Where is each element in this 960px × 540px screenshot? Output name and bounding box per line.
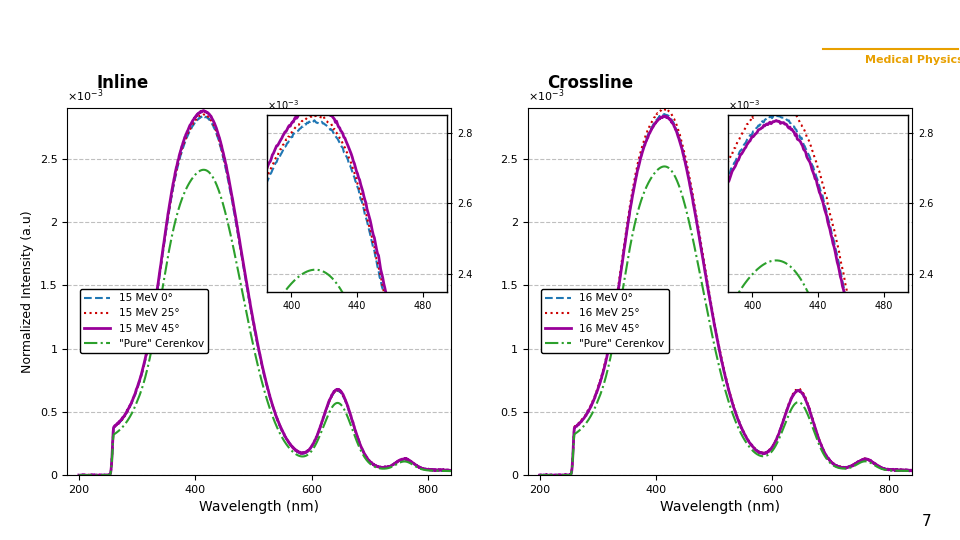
16 MeV 45° xyxy=(699,265,710,271)
"Pure" Cerenkov xyxy=(237,293,249,300)
16 MeV 0° xyxy=(659,111,670,118)
15 MeV 0° xyxy=(111,421,123,428)
"Pure" Cerenkov xyxy=(364,460,375,467)
15 MeV 25° xyxy=(371,463,382,469)
16 MeV 45° xyxy=(906,467,918,474)
15 MeV 45° xyxy=(445,468,457,474)
15 MeV 45° xyxy=(238,262,250,268)
"Pure" Cerenkov xyxy=(906,468,918,474)
15 MeV 45° xyxy=(225,183,236,190)
Line: 15 MeV 0°: 15 MeV 0° xyxy=(79,116,451,475)
15 MeV 25° xyxy=(329,388,341,395)
15 MeV 0° xyxy=(73,471,84,478)
Text: Crossline: Crossline xyxy=(547,74,634,92)
Line: 16 MeV 0°: 16 MeV 0° xyxy=(540,114,912,475)
16 MeV 25° xyxy=(699,260,710,267)
Line: 15 MeV 25°: 15 MeV 25° xyxy=(79,114,451,475)
15 MeV 25° xyxy=(237,261,249,268)
Y-axis label: Normalized Intensity (a.u): Normalized Intensity (a.u) xyxy=(21,210,35,373)
16 MeV 0° xyxy=(572,422,584,428)
15 MeV 25° xyxy=(364,457,375,464)
15 MeV 0° xyxy=(225,188,236,194)
15 MeV 25° xyxy=(111,422,123,428)
"Pure" Cerenkov xyxy=(329,401,341,407)
"Pure" Cerenkov xyxy=(831,464,843,470)
"Pure" Cerenkov xyxy=(659,163,670,170)
Line: "Pure" Cerenkov: "Pure" Cerenkov xyxy=(540,166,912,475)
Line: "Pure" Cerenkov: "Pure" Cerenkov xyxy=(79,170,451,475)
15 MeV 0° xyxy=(198,113,209,119)
Text: 🛡: 🛡 xyxy=(763,22,777,42)
Line: 16 MeV 45°: 16 MeV 45° xyxy=(540,116,912,475)
Text: Medical Physics: Medical Physics xyxy=(865,55,960,65)
16 MeV 0° xyxy=(831,463,843,469)
Text: Spectral variability of stem signal: Spectral variability of stem signal xyxy=(22,21,535,50)
Text: $\times10^{-3}$: $\times10^{-3}$ xyxy=(528,87,564,104)
15 MeV 45° xyxy=(74,472,85,478)
Legend: 15 MeV 0°, 15 MeV 25°, 15 MeV 45°, "Pure" Cerenkov: 15 MeV 0°, 15 MeV 25°, 15 MeV 45°, "Pure… xyxy=(80,289,208,353)
"Pure" Cerenkov xyxy=(371,464,382,471)
16 MeV 0° xyxy=(534,472,545,478)
16 MeV 25° xyxy=(825,458,836,465)
16 MeV 0° xyxy=(790,388,802,395)
16 MeV 0° xyxy=(906,467,918,474)
"Pure" Cerenkov xyxy=(534,472,545,478)
"Pure" Cerenkov xyxy=(445,468,457,474)
"Pure" Cerenkov xyxy=(698,292,709,298)
16 MeV 25° xyxy=(535,472,546,478)
"Pure" Cerenkov xyxy=(572,429,584,435)
16 MeV 25° xyxy=(534,472,545,478)
15 MeV 0° xyxy=(74,472,85,478)
15 MeV 0° xyxy=(238,265,250,271)
16 MeV 0° xyxy=(684,185,696,191)
15 MeV 25° xyxy=(73,472,84,478)
16 MeV 45° xyxy=(831,463,843,470)
16 MeV 45° xyxy=(825,458,836,464)
15 MeV 45° xyxy=(364,458,375,465)
16 MeV 45° xyxy=(790,388,802,395)
15 MeV 0° xyxy=(371,463,382,470)
16 MeV 25° xyxy=(660,106,671,112)
15 MeV 45° xyxy=(371,463,382,469)
15 MeV 25° xyxy=(224,184,235,191)
16 MeV 45° xyxy=(685,188,697,194)
16 MeV 45° xyxy=(572,422,584,428)
16 MeV 0° xyxy=(825,458,836,465)
16 MeV 25° xyxy=(906,467,918,473)
Text: DALHOUSIE
UNIVERSITY: DALHOUSIE UNIVERSITY xyxy=(865,10,948,39)
15 MeV 25° xyxy=(199,111,210,118)
16 MeV 45° xyxy=(534,472,545,478)
15 MeV 0° xyxy=(445,467,457,474)
X-axis label: Wavelength (nm): Wavelength (nm) xyxy=(660,501,780,515)
15 MeV 0° xyxy=(329,388,341,395)
15 MeV 45° xyxy=(111,420,123,427)
Line: 16 MeV 25°: 16 MeV 25° xyxy=(540,109,912,475)
15 MeV 45° xyxy=(198,107,209,114)
15 MeV 45° xyxy=(73,472,84,478)
16 MeV 25° xyxy=(685,182,697,188)
15 MeV 25° xyxy=(445,467,457,473)
Text: 7: 7 xyxy=(922,514,931,529)
Legend: 16 MeV 0°, 16 MeV 25°, 16 MeV 45°, "Pure" Cerenkov: 16 MeV 0°, 16 MeV 25°, 16 MeV 45°, "Pure… xyxy=(540,289,669,353)
"Pure" Cerenkov xyxy=(790,400,802,407)
"Pure" Cerenkov xyxy=(73,472,84,478)
15 MeV 0° xyxy=(364,458,375,465)
Text: Inline: Inline xyxy=(96,74,148,92)
"Pure" Cerenkov xyxy=(825,460,836,467)
"Pure" Cerenkov xyxy=(684,225,696,232)
"Pure" Cerenkov xyxy=(111,429,123,436)
15 MeV 45° xyxy=(329,387,341,394)
16 MeV 45° xyxy=(538,472,549,478)
X-axis label: Wavelength (nm): Wavelength (nm) xyxy=(200,501,319,515)
16 MeV 25° xyxy=(572,421,584,427)
"Pure" Cerenkov xyxy=(198,166,209,173)
16 MeV 25° xyxy=(790,387,802,394)
Line: 15 MeV 45°: 15 MeV 45° xyxy=(79,111,451,475)
Text: $\times10^{-3}$: $\times10^{-3}$ xyxy=(67,87,104,104)
16 MeV 25° xyxy=(831,463,843,469)
"Pure" Cerenkov xyxy=(224,228,235,234)
16 MeV 0° xyxy=(698,261,709,267)
16 MeV 45° xyxy=(659,113,670,119)
